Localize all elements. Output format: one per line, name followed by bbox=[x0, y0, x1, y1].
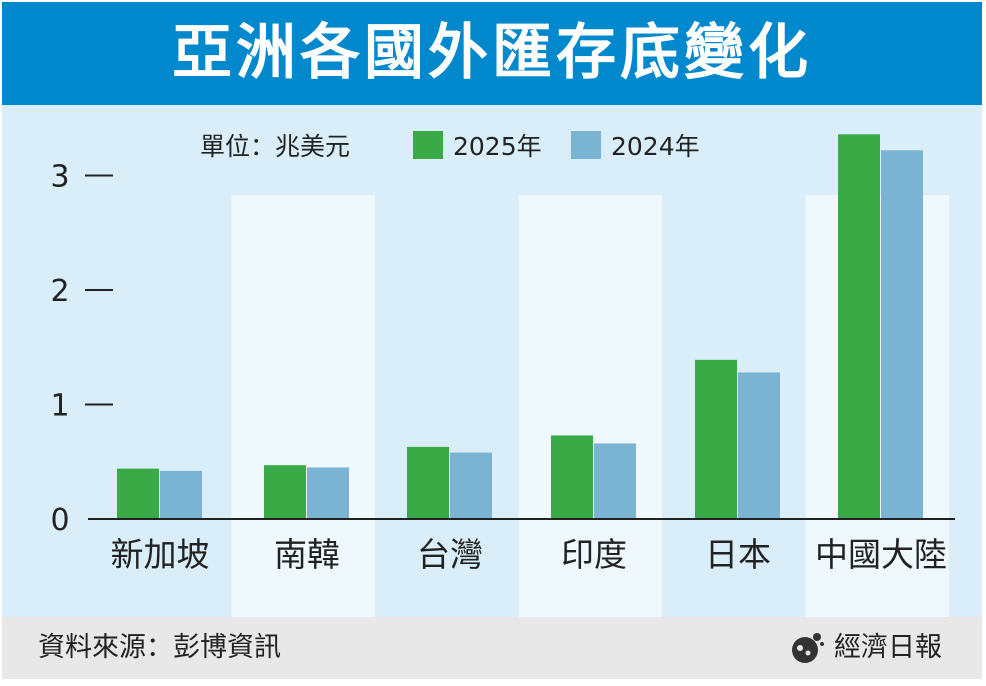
bar bbox=[160, 470, 202, 519]
chart-title: 亞洲各國外匯存底變化 bbox=[172, 18, 812, 88]
footer: 資料來源：彭博資訊 經濟日報 bbox=[2, 617, 982, 679]
y-tick-label: 0 bbox=[50, 503, 69, 538]
bar bbox=[594, 443, 636, 519]
legend-swatch bbox=[413, 131, 443, 159]
bar bbox=[307, 467, 349, 519]
bar bbox=[738, 372, 780, 519]
brand-name: 經濟日報 bbox=[834, 632, 942, 663]
unit-label: 單位：兆美元 bbox=[200, 132, 350, 161]
brand-logo-icon bbox=[792, 633, 824, 663]
bar bbox=[695, 359, 737, 519]
y-tick-label: 1 bbox=[50, 389, 69, 424]
brand: 經濟日報 bbox=[788, 617, 942, 679]
bar bbox=[881, 150, 923, 519]
bar bbox=[264, 465, 306, 519]
x-tick-label: 新加坡 bbox=[111, 535, 210, 574]
y-tick-label: 2 bbox=[50, 274, 69, 309]
x-tick-label: 日本 bbox=[705, 535, 771, 574]
column-stripe bbox=[231, 195, 375, 617]
title-banner: 亞洲各國外匯存底變化 bbox=[2, 2, 982, 105]
x-tick-label: 中國大陸 bbox=[815, 535, 947, 574]
x-tick-label: 台灣 bbox=[417, 535, 483, 574]
legend-label: 2025年 bbox=[453, 132, 542, 161]
legend-swatch bbox=[571, 131, 601, 159]
source-note: 資料來源：彭博資訊 bbox=[38, 632, 281, 663]
bar bbox=[838, 134, 880, 519]
bar bbox=[117, 468, 159, 519]
x-tick-label: 印度 bbox=[561, 535, 627, 574]
x-tick-label: 南韓 bbox=[274, 535, 340, 574]
bar bbox=[551, 435, 593, 519]
bar bbox=[450, 452, 492, 519]
bar bbox=[407, 446, 449, 519]
y-tick-label: 3 bbox=[50, 160, 69, 195]
bar-chart: 單位：兆美元 2025年 2024年 0 1 2 3 新加坡 南韓 台灣 印度 日本 中國大陸 bbox=[50, 131, 955, 617]
column-stripe bbox=[518, 195, 662, 617]
legend-label: 2024年 bbox=[611, 132, 700, 161]
